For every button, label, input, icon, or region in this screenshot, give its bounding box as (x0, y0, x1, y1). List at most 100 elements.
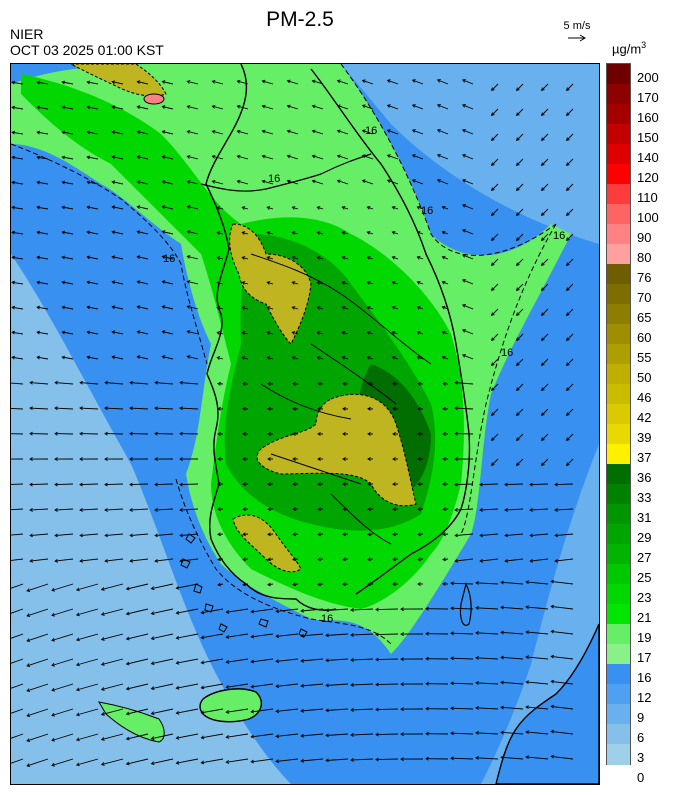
wind-vector-head (300, 758, 304, 763)
wind-vector-head (186, 205, 191, 209)
colorbar-swatch (607, 604, 630, 625)
colorbar-swatch (607, 144, 630, 165)
wind-vector-head (211, 104, 216, 109)
wind-vector (137, 306, 149, 310)
wind-vector-head (36, 105, 41, 110)
wind-vector-head (442, 457, 446, 461)
wind-vector-head (75, 612, 80, 617)
wind-vector-head (454, 380, 458, 385)
wind-vector-head (311, 154, 316, 159)
wind-vector-head (565, 437, 570, 442)
wind-vector (155, 533, 174, 537)
wind-vector-head (150, 761, 155, 766)
wind-vector-head (391, 355, 396, 360)
wind-vector-head (525, 730, 529, 734)
wind-vector (51, 583, 74, 591)
wind-vector-head (490, 412, 495, 417)
wind-vector-head (150, 736, 155, 741)
wind-vector-head (217, 381, 221, 386)
wind-vector (129, 508, 149, 511)
wind-vector-head (211, 179, 216, 184)
colorbar-swatch (607, 164, 630, 185)
wind-vector (37, 356, 49, 360)
wind-vector (54, 508, 74, 511)
colorbar-swatch (607, 664, 630, 685)
wind-vector-head (461, 278, 466, 283)
wind-vector (541, 383, 549, 391)
wind-vector (566, 408, 574, 416)
wind-vector (301, 608, 324, 612)
wind-vector-head (375, 607, 379, 612)
wind-vector-head (336, 129, 341, 134)
wind-vector-head (386, 104, 391, 108)
wind-vector (251, 758, 274, 763)
wind-vector-head (154, 457, 158, 461)
wind-vector-head (86, 305, 91, 310)
wind-vector-head (325, 708, 329, 713)
wind-vector-head (291, 281, 296, 285)
wind-vector-head (175, 610, 180, 615)
wind-vector-head (75, 762, 80, 767)
wind-vector (187, 355, 199, 360)
wind-vector-head (111, 330, 116, 335)
colorbar-tick-label: 170 (637, 90, 659, 105)
wind-vector (350, 733, 374, 736)
wind-vector (455, 533, 474, 537)
wind-vector (450, 757, 474, 760)
wind-vector-head (336, 179, 341, 184)
wind-vector-head (416, 305, 421, 310)
wind-vector-head (104, 380, 108, 385)
wind-vector (242, 281, 249, 285)
wind-vector-head (286, 179, 291, 184)
colorbar-tick-label: 17 (637, 650, 652, 665)
wind-vector (555, 533, 574, 537)
wind-vector (11, 708, 24, 714)
wind-vector-head (86, 80, 91, 85)
wind-vector (342, 231, 349, 235)
wind-vector (551, 630, 574, 635)
wind-vector-head (441, 355, 446, 360)
wind-vector-head (36, 230, 41, 235)
wind-vector-head (450, 631, 454, 636)
wind-vector (292, 206, 299, 210)
wind-vector-head (490, 262, 495, 267)
wind-vector (37, 156, 49, 160)
wind-vector (180, 533, 199, 537)
wind-vector-head (367, 532, 371, 537)
wind-vector-head (500, 730, 504, 735)
wind-vector (267, 206, 274, 210)
wind-vector (516, 233, 524, 241)
wind-vector (292, 331, 299, 335)
wind-vector (251, 633, 274, 638)
wind-vector-head (400, 632, 404, 637)
wind-vector (112, 181, 124, 185)
wind-vector (26, 608, 49, 617)
wind-vector (12, 131, 24, 135)
wind-vector-head (361, 179, 366, 183)
wind-vector (462, 279, 474, 285)
wind-vector (475, 707, 499, 710)
wind-vector (462, 179, 474, 185)
wind-vector (287, 155, 299, 160)
contour-label: 16 (268, 173, 280, 185)
wind-vector-head (441, 205, 446, 210)
wind-vector (126, 608, 149, 615)
wind-vector (337, 180, 349, 185)
wind-vector (37, 81, 49, 85)
wind-vector (105, 382, 124, 385)
wind-vector-head (236, 129, 241, 134)
wind-vector-head (475, 581, 479, 585)
wind-vector (317, 356, 324, 360)
wind-vector (112, 131, 124, 135)
wind-vector (566, 458, 574, 466)
wind-vector (162, 131, 174, 135)
wind-vector (137, 356, 149, 360)
wind-vector-head (11, 130, 16, 135)
colorbar-swatch (607, 84, 630, 105)
wind-vector (11, 658, 24, 664)
wind-vector-head (125, 611, 130, 616)
wind-vector (417, 231, 424, 235)
wind-vector-head (442, 381, 446, 386)
wind-vector (541, 208, 549, 216)
wind-vector-head (242, 457, 246, 461)
